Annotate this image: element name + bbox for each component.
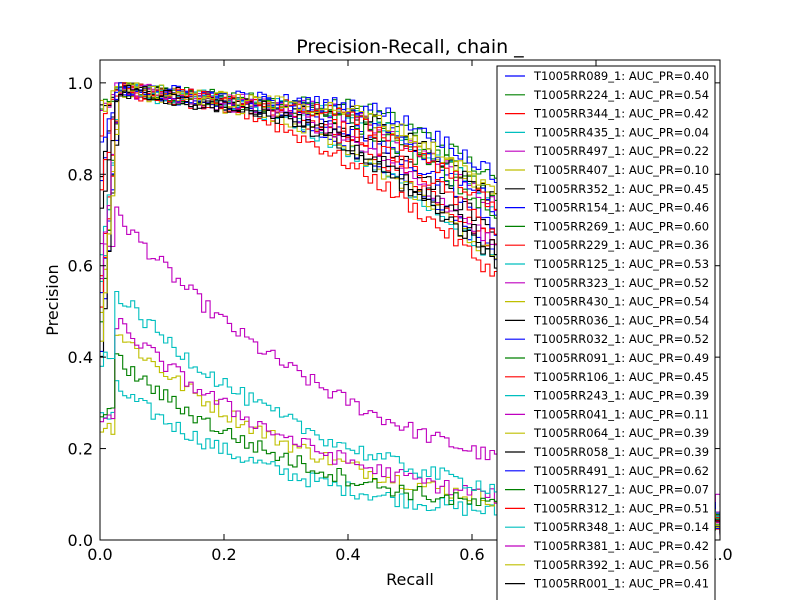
y-tick-label: 0.0 xyxy=(68,531,93,550)
y-tick-label: 0.2 xyxy=(68,440,93,459)
legend-entry: T1005RR243_1: AUC_PR=0.39 xyxy=(533,389,709,403)
legend-entry: T1005RR430_1: AUC_PR=0.54 xyxy=(533,295,709,309)
y-tick-label: 0.6 xyxy=(68,257,93,276)
legend-entry: T1005RR491_1: AUC_PR=0.62 xyxy=(533,464,709,478)
legend-entry: T1005RR058_1: AUC_PR=0.39 xyxy=(533,445,709,459)
y-tick-label: 1.0 xyxy=(68,74,93,93)
y-tick-label: 0.8 xyxy=(68,165,93,184)
legend-entry: T1005RR041_1: AUC_PR=0.11 xyxy=(533,407,709,421)
legend-entry: T1005RR312_1: AUC_PR=0.51 xyxy=(533,501,709,515)
legend-entry: T1005RR269_1: AUC_PR=0.60 xyxy=(533,219,709,233)
legend-entry: T1005RR125_1: AUC_PR=0.53 xyxy=(533,257,709,271)
x-tick-label: 0.2 xyxy=(211,545,236,564)
legend-entry: T1005RR001_1: AUC_PR=0.41 xyxy=(533,577,709,591)
legend-entry: T1005RR089_1: AUC_PR=0.40 xyxy=(533,69,709,83)
legend-entry: T1005RR036_1: AUC_PR=0.54 xyxy=(533,313,709,327)
legend-entry: T1005RR323_1: AUC_PR=0.52 xyxy=(533,276,709,290)
plot-frame xyxy=(99,59,721,541)
legend-entry: T1005RR435_1: AUC_PR=0.04 xyxy=(533,125,709,139)
legend: T1005RR089_1: AUC_PR=0.40 T1005RR224_1: A… xyxy=(496,65,716,600)
legend-box xyxy=(496,65,716,600)
y-axis-title: Precision xyxy=(43,264,62,335)
legend-entry: T1005RR344_1: AUC_PR=0.42 xyxy=(533,107,709,121)
x-axis-title: Recall xyxy=(386,570,434,589)
legend-entry: T1005RR106_1: AUC_PR=0.45 xyxy=(533,370,709,384)
legend-entry: T1005RR407_1: AUC_PR=0.10 xyxy=(533,163,709,177)
legend-entry: T1005RR381_1: AUC_PR=0.42 xyxy=(533,539,709,553)
legend-entry: T1005RR348_1: AUC_PR=0.14 xyxy=(533,520,709,534)
y-tick-label: 0.4 xyxy=(68,348,93,367)
legend-entry: T1005RR229_1: AUC_PR=0.36 xyxy=(533,238,709,252)
legend-entry: T1005RR154_1: AUC_PR=0.46 xyxy=(533,201,709,215)
x-tick-label: 0.4 xyxy=(335,545,360,564)
legend-entry: T1005RR064_1: AUC_PR=0.39 xyxy=(533,426,709,440)
legend-entry: T1005RR497_1: AUC_PR=0.22 xyxy=(533,144,709,158)
x-tick-label: 0.6 xyxy=(459,545,484,564)
legend-entry: T1005RR127_1: AUC_PR=0.07 xyxy=(533,483,709,497)
chart-title: Precision-Recall, chain _ xyxy=(296,36,524,58)
legend-entry: T1005RR091_1: AUC_PR=0.49 xyxy=(533,351,709,365)
legend-entry: T1005RR352_1: AUC_PR=0.45 xyxy=(533,182,709,196)
legend-entry: T1005RR392_1: AUC_PR=0.56 xyxy=(533,558,709,572)
x-tick-label: 0.0 xyxy=(87,545,112,564)
legend-entry: T1005RR032_1: AUC_PR=0.52 xyxy=(533,332,709,346)
legend-entry: T1005RR224_1: AUC_PR=0.54 xyxy=(533,88,709,102)
